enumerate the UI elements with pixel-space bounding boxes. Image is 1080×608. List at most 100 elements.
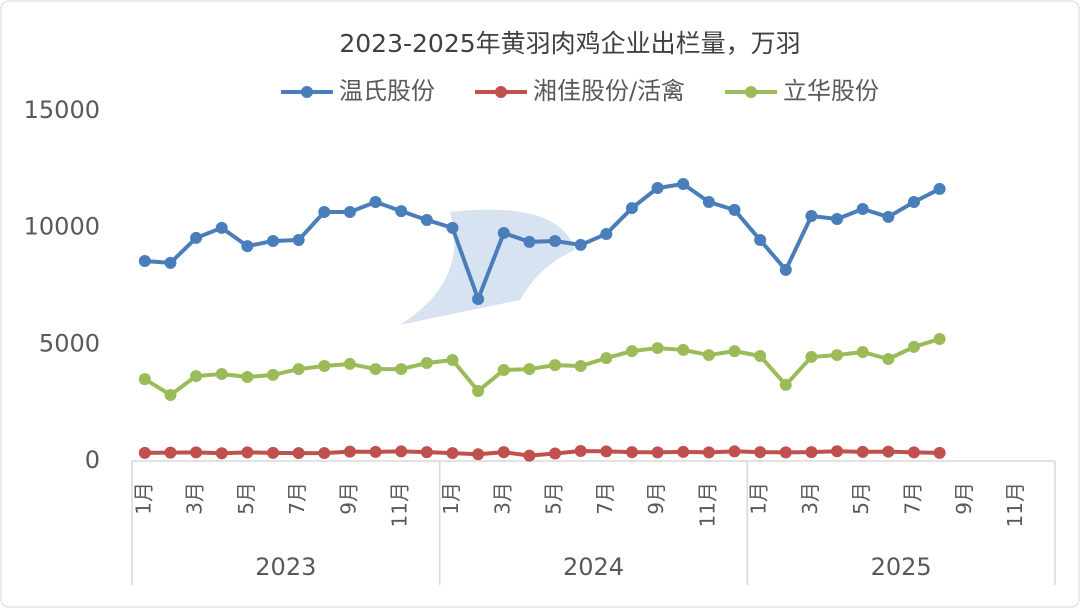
y-tick-label: 15000 (24, 96, 100, 124)
point (677, 445, 690, 458)
point (292, 234, 305, 247)
point (395, 363, 408, 376)
point (164, 388, 177, 401)
point (215, 221, 228, 234)
point (677, 178, 690, 191)
y-tick-label: 10000 (24, 213, 100, 241)
point (343, 357, 356, 370)
point (779, 446, 792, 459)
point (497, 227, 510, 240)
x-tick-label: 3月 (490, 482, 514, 515)
legend-marker (745, 86, 758, 98)
point (805, 446, 818, 459)
point (702, 196, 715, 208)
legend-item: 立华股份 (725, 77, 879, 105)
point (933, 182, 946, 195)
point (933, 446, 946, 459)
point (831, 349, 844, 362)
point (446, 447, 459, 460)
chart-title: 2023-2025年黄羽肉鸡企业出栏量，万羽 (339, 29, 800, 58)
point (267, 446, 280, 459)
point (907, 446, 920, 459)
point (369, 445, 382, 458)
point (472, 385, 485, 397)
point (241, 446, 254, 459)
point (754, 446, 767, 459)
point (138, 255, 151, 268)
x-tick-label: 7月 (900, 482, 924, 515)
point (420, 446, 433, 459)
y-tick-label: 5000 (39, 329, 100, 357)
point (267, 234, 280, 247)
point (241, 240, 254, 253)
point (446, 353, 459, 366)
x-tick-label: 5月 (234, 482, 258, 515)
point (292, 447, 305, 460)
point (831, 213, 844, 226)
legend-item: 温氏股份 (280, 77, 435, 105)
point (523, 363, 536, 376)
point (882, 353, 895, 366)
x-tick-label: 3月 (798, 482, 822, 515)
x-tick-label: 11月 (695, 482, 719, 527)
point (318, 360, 331, 373)
point (907, 196, 920, 208)
point (831, 445, 844, 458)
point (856, 346, 869, 359)
point (190, 231, 203, 244)
point (574, 238, 587, 251)
point (728, 445, 741, 458)
point (395, 205, 408, 218)
point (728, 203, 741, 216)
point (882, 445, 895, 458)
legend-label: 温氏股份 (339, 77, 435, 105)
point (215, 447, 228, 460)
point (549, 447, 562, 460)
point (395, 445, 408, 458)
point (497, 364, 510, 376)
x-tick-label: 1月 (747, 482, 771, 515)
point (600, 445, 613, 458)
x-tick-label: 7月 (593, 482, 617, 515)
x-tick-label: 11月 (388, 482, 412, 527)
point (343, 445, 356, 458)
x-tick-label: 1月 (439, 482, 463, 515)
x-tick-label: 9月 (952, 482, 976, 515)
point (241, 371, 254, 383)
point (805, 210, 818, 222)
point (523, 235, 536, 248)
point (446, 221, 459, 234)
point (728, 345, 741, 358)
point (754, 350, 767, 362)
point (600, 227, 613, 240)
point (164, 256, 177, 269)
legend-marker (300, 86, 313, 98)
point (215, 367, 228, 380)
point (651, 446, 664, 459)
point (267, 368, 280, 381)
point (625, 446, 638, 459)
x-tick-label: 11月 (1003, 482, 1027, 527)
point (164, 446, 177, 459)
legend-label: 立华股份 (783, 77, 879, 105)
point (549, 359, 562, 372)
point (651, 342, 664, 355)
point (292, 363, 305, 376)
point (856, 203, 869, 215)
point (779, 378, 792, 391)
point (190, 446, 203, 459)
point (318, 447, 331, 460)
point (472, 448, 485, 461)
point (600, 352, 613, 365)
point (907, 340, 920, 353)
group-label: 2023 (255, 553, 316, 581)
point (138, 446, 151, 459)
point (420, 213, 433, 226)
point (677, 343, 690, 356)
point (856, 445, 869, 458)
point (882, 210, 895, 223)
point (933, 332, 946, 345)
point (754, 234, 767, 247)
point (574, 444, 587, 457)
